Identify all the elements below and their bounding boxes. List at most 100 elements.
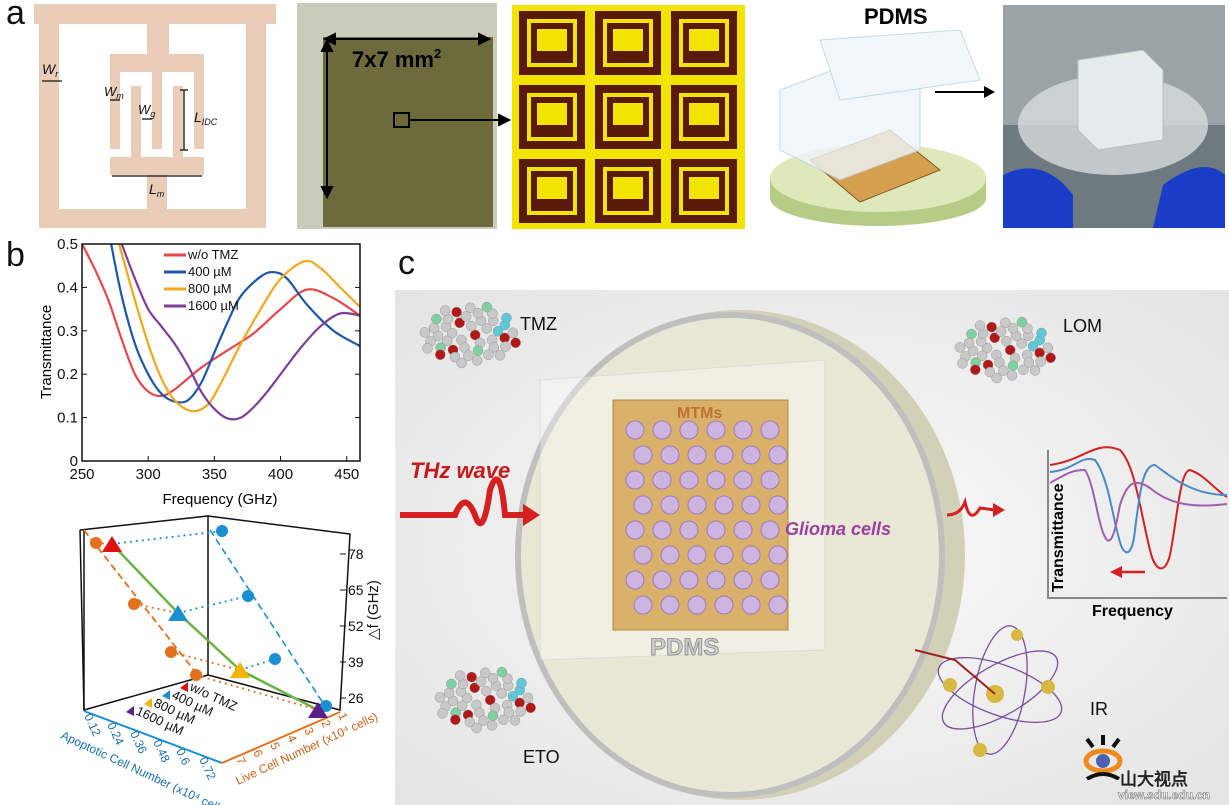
eto-label: ETO: [523, 747, 560, 767]
series-line-1: [111, 244, 360, 402]
apoptotic-tick-label: 0.12: [81, 711, 104, 738]
molecule-atom: [1016, 316, 1028, 328]
molecule-atom: [986, 321, 997, 333]
x-tick-label: 300: [136, 466, 161, 483]
molecule-atom: [1027, 341, 1039, 352]
mtms-label: MTMs: [677, 405, 722, 422]
molecule-atom: [991, 372, 1002, 384]
molecule-atom: [989, 332, 1000, 343]
molecule-atom: [434, 692, 446, 703]
molecule-atom: [428, 322, 440, 334]
x-tick-label: 250: [69, 466, 94, 483]
molecule-atom: [465, 302, 476, 314]
lidc-label: L: [194, 109, 202, 125]
wg-sub: g: [150, 109, 155, 119]
pdms-label: PDMS: [864, 4, 928, 29]
live-axis: [221, 711, 341, 764]
watermark-logo: [1083, 735, 1123, 785]
molecule-atom: [954, 342, 966, 353]
molecule-atom: [1005, 344, 1016, 356]
molecule-atom: [984, 366, 996, 378]
molecule-atom: [998, 365, 1009, 376]
point-1600: [308, 702, 328, 718]
molecule-atom: [1001, 335, 1012, 347]
delta-f-3d-chart: 26 39 52 65 78 △f (GHz) 0.12 0.24 0.36 0.48 0.6 0…: [59, 515, 382, 805]
plot-frame: [81, 243, 361, 462]
lm-label: L: [149, 181, 157, 197]
apoptotic-axis: [83, 710, 223, 764]
molecule-atom: [515, 706, 526, 717]
molecule-atom: [472, 345, 484, 356]
molecule-atom: [970, 364, 981, 375]
apoptotic-tick-label: 0.72: [196, 755, 219, 782]
molecule-atom: [435, 349, 446, 360]
molecule-atom: [496, 666, 508, 678]
molecule-atom: [471, 355, 483, 366]
molecule-atom: [441, 335, 453, 346]
series-line-3: [122, 244, 360, 419]
molecule-atom: [500, 341, 511, 352]
molecule-atom: [496, 688, 507, 699]
molecule-atom: [976, 350, 988, 361]
point-400: [168, 605, 188, 621]
panel-c-label: c: [398, 244, 415, 282]
molecule-atom: [481, 685, 492, 697]
trend-line: [111, 543, 319, 712]
point-800: [230, 662, 250, 678]
molecule-atom: [487, 710, 499, 721]
molecule-atom: [480, 667, 491, 679]
tmz-label: TMZ: [520, 314, 557, 334]
molecule-atom: [1016, 338, 1027, 349]
thz-wave-icon: [400, 476, 525, 527]
apoptotic-tick-label: 0.6: [173, 746, 193, 767]
inset-xlabel: Frequency: [1092, 603, 1173, 620]
legend-marker: [162, 690, 170, 700]
molecule-atom: [1007, 360, 1019, 371]
molecule-atom: [466, 320, 477, 332]
wm-sub: m: [116, 91, 124, 101]
sample-size-label: 7x7 mm: [352, 47, 434, 72]
y-tick-label: 0.5: [57, 236, 78, 253]
molecule-atom: [488, 342, 500, 353]
molecule-atom: [974, 320, 986, 331]
molecule-atom: [981, 342, 993, 354]
legend-label: 800 µM: [188, 281, 232, 296]
molecule-atom: [469, 682, 480, 693]
molecule-atom: [446, 678, 457, 690]
legend-label: 1600 µM: [188, 298, 239, 313]
molecule-atom: [463, 350, 474, 361]
wr-sub: r: [55, 69, 59, 79]
pdms-chip-label: PDMS: [650, 634, 719, 661]
molecule-atom: [486, 720, 498, 731]
wm-label: W: [104, 84, 118, 99]
molecule-atom: [1035, 356, 1046, 367]
molecule-atom: [501, 312, 512, 324]
inset-ylabel: Transmittance: [1050, 483, 1067, 592]
y-axis-label: Transmittance: [38, 305, 55, 399]
panel-a-label: a: [6, 0, 25, 32]
transmittance-chart: 250 300 350 400 450 0 0.1 0.2 0.3 0.4 0.5 w/o TMZ 4…: [38, 236, 361, 508]
svg-text:Wg: Wg: [138, 102, 155, 119]
molecule-atom: [481, 301, 493, 313]
sensing-schematic: MTMs Glioma cells PDMS TMZ LOM ETO IR TH…: [395, 290, 1229, 805]
molecule-atom: [456, 357, 467, 369]
molecule-atom: [481, 323, 492, 334]
pdms-device-illustration: [770, 30, 995, 226]
molecule-atom: [963, 337, 975, 349]
ir-atom-icon: [937, 625, 1063, 755]
molecule-atom: [494, 350, 506, 361]
molecule-atom: [471, 722, 482, 734]
sample-photo-and-micrograph: 7x7 mm2: [297, 3, 745, 229]
apoptotic-tick-label: 0.24: [104, 720, 127, 747]
y-tick-label: 0.1: [57, 410, 78, 427]
molecule-atom: [522, 692, 534, 704]
molecule-atom: [509, 715, 521, 726]
molecule-atom: [451, 306, 462, 318]
molecule-atom: [454, 670, 466, 681]
molecule-atom: [1023, 357, 1035, 368]
sample-size-sup: 2: [434, 46, 441, 61]
molecule-atom: [1045, 352, 1056, 363]
inset-transmittance-plot: Transmittance Frequency: [1047, 446, 1228, 620]
molecule-atom: [525, 702, 536, 713]
x-tick-label: 350: [202, 466, 227, 483]
